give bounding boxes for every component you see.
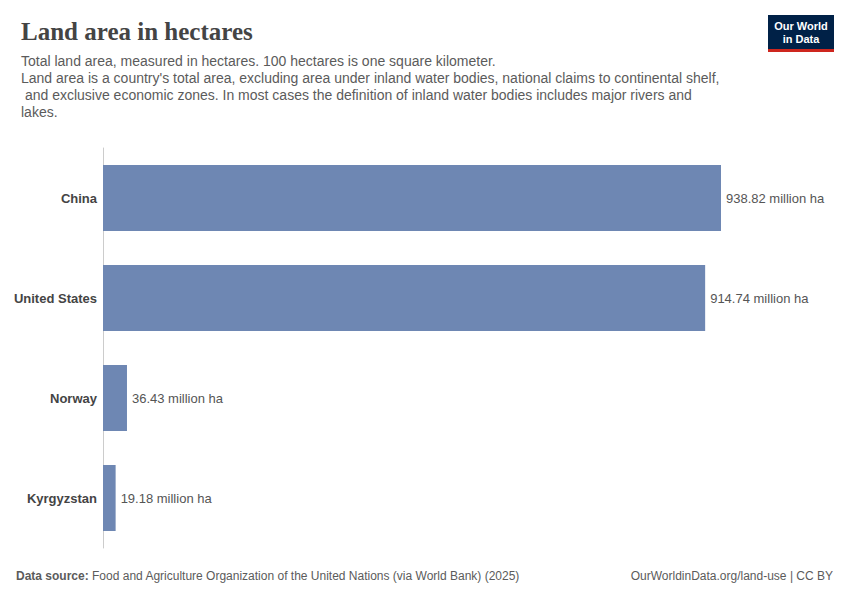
svg-text:Total land area, measured in h: Total land area, measured in hectares. 1…	[21, 53, 496, 69]
svg-text:and exclusive economic zones.: and exclusive economic zones. In most ca…	[21, 87, 696, 103]
svg-text:China: China	[61, 191, 98, 206]
svg-text:36.43 million ha: 36.43 million ha	[132, 391, 224, 406]
svg-text:Land area is a country's total: Land area is a country's total area, exc…	[21, 70, 719, 86]
svg-text:Food and Agriculture Organizat: Food and Agriculture Organization of the…	[89, 569, 520, 583]
svg-text:Our World: Our World	[774, 20, 828, 32]
svg-text:Land area in hectares: Land area in hectares	[21, 18, 253, 45]
svg-text:19.18 million ha: 19.18 million ha	[121, 491, 213, 506]
svg-text:914.74 million ha: 914.74 million ha	[710, 291, 809, 306]
svg-text:938.82 million ha: 938.82 million ha	[726, 191, 825, 206]
svg-text:in Data: in Data	[783, 33, 821, 45]
svg-text:Data source:: Data source:	[16, 569, 89, 583]
svg-text:Kyrgyzstan: Kyrgyzstan	[27, 491, 97, 506]
svg-text:Norway: Norway	[50, 391, 98, 406]
svg-text:lakes.: lakes.	[21, 104, 58, 120]
svg-text:United States: United States	[14, 291, 97, 306]
svg-text:OurWorldinData.org/land-use |: OurWorldinData.org/land-use | CC BY	[631, 569, 833, 583]
